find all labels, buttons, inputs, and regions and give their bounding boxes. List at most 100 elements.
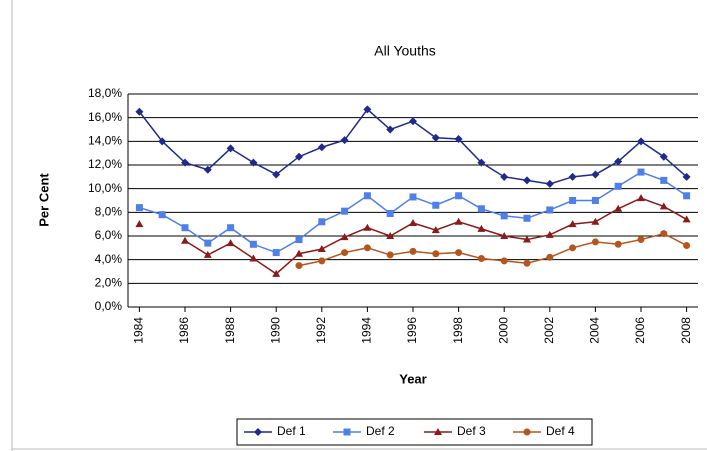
data-point	[317, 245, 326, 253]
data-point	[500, 212, 508, 220]
data-point	[135, 107, 144, 116]
data-point	[637, 194, 645, 202]
data-point	[477, 158, 486, 167]
data-point	[455, 249, 463, 257]
data-point	[135, 204, 143, 212]
data-point	[546, 206, 554, 214]
data-point	[249, 240, 257, 248]
data-point	[341, 249, 349, 257]
data-point	[181, 224, 189, 232]
legend-label: Def 4	[546, 424, 575, 438]
x-tick-label: 2008	[679, 317, 693, 344]
data-point	[386, 125, 395, 134]
data-point	[614, 204, 623, 212]
data-point	[683, 192, 691, 200]
data-point	[591, 217, 600, 225]
y-tick-label: 4,0%	[95, 252, 123, 266]
legend-marker	[254, 428, 262, 436]
x-axis-label: Year	[399, 371, 426, 386]
data-point	[545, 179, 554, 188]
data-point	[546, 253, 554, 261]
data-point	[409, 193, 417, 201]
data-point	[477, 224, 486, 232]
x-tick-label: 1984	[132, 317, 146, 344]
y-tick-label: 0,0%	[95, 299, 123, 313]
data-point	[500, 232, 509, 239]
data-point	[660, 230, 668, 238]
data-point	[637, 168, 645, 176]
legend-box	[236, 418, 593, 446]
data-point	[158, 137, 167, 146]
data-point	[660, 176, 668, 184]
data-point	[409, 218, 417, 226]
data-point	[363, 223, 372, 231]
legend-marker	[523, 428, 531, 436]
chart-title: All Youths	[374, 43, 436, 59]
data-point	[454, 217, 463, 225]
y-tick-label: 8,0%	[95, 205, 123, 219]
y-tick-label: 16,0%	[88, 110, 122, 124]
data-point	[318, 218, 326, 226]
data-point	[203, 250, 212, 258]
data-point	[318, 257, 326, 265]
data-point	[386, 232, 395, 239]
x-tick-label: 1990	[268, 317, 282, 344]
data-point	[454, 134, 463, 143]
data-point	[591, 238, 599, 246]
data-point	[682, 215, 691, 223]
data-point	[272, 170, 281, 179]
data-point	[204, 239, 212, 247]
legend-marker	[343, 428, 351, 436]
data-point	[659, 202, 668, 210]
data-point	[683, 241, 691, 249]
data-point	[340, 233, 349, 241]
y-tick-label: 2,0%	[95, 276, 123, 290]
data-point	[523, 214, 531, 222]
data-point	[568, 172, 577, 181]
y-tick-label: 18,0%	[88, 86, 122, 100]
data-point	[477, 254, 485, 262]
data-point	[568, 220, 577, 228]
data-point	[569, 197, 577, 204]
data-point	[317, 143, 326, 152]
x-tick-label: 2002	[542, 317, 556, 344]
data-point	[295, 262, 303, 270]
y-tick-label: 14,0%	[88, 134, 122, 148]
x-tick-label: 1994	[360, 317, 374, 344]
data-point	[637, 236, 645, 244]
y-tick-label: 6,0%	[95, 228, 123, 242]
legend-marker	[434, 428, 442, 435]
data-point	[545, 230, 554, 238]
data-point	[203, 165, 212, 174]
data-point	[500, 257, 508, 265]
data-point	[523, 176, 531, 185]
data-point	[409, 247, 417, 255]
data-point	[181, 158, 189, 167]
series-line	[298, 232, 687, 267]
data-point	[523, 235, 531, 243]
data-point	[340, 136, 349, 145]
x-tick-label: 1996	[405, 317, 419, 344]
x-tick-label: 1992	[314, 317, 328, 344]
data-point	[226, 144, 235, 153]
data-point	[614, 182, 622, 190]
data-point	[455, 192, 463, 200]
x-tick-label: 1986	[177, 317, 191, 344]
x-tick-label: 1988	[223, 317, 237, 344]
data-point	[363, 105, 372, 114]
data-point	[614, 157, 623, 166]
data-point	[569, 244, 577, 252]
data-point	[431, 226, 440, 234]
data-point	[181, 236, 189, 244]
legend-label: Def 3	[457, 424, 486, 438]
data-point	[386, 251, 394, 259]
data-point	[409, 117, 417, 126]
y-axis-label: Per Cent	[36, 173, 51, 227]
data-point	[272, 269, 281, 277]
y-tick-label: 10,0%	[88, 181, 122, 195]
x-tick-label: 2000	[496, 317, 510, 344]
data-point	[659, 152, 668, 161]
data-point	[249, 158, 258, 167]
data-point	[682, 172, 691, 181]
